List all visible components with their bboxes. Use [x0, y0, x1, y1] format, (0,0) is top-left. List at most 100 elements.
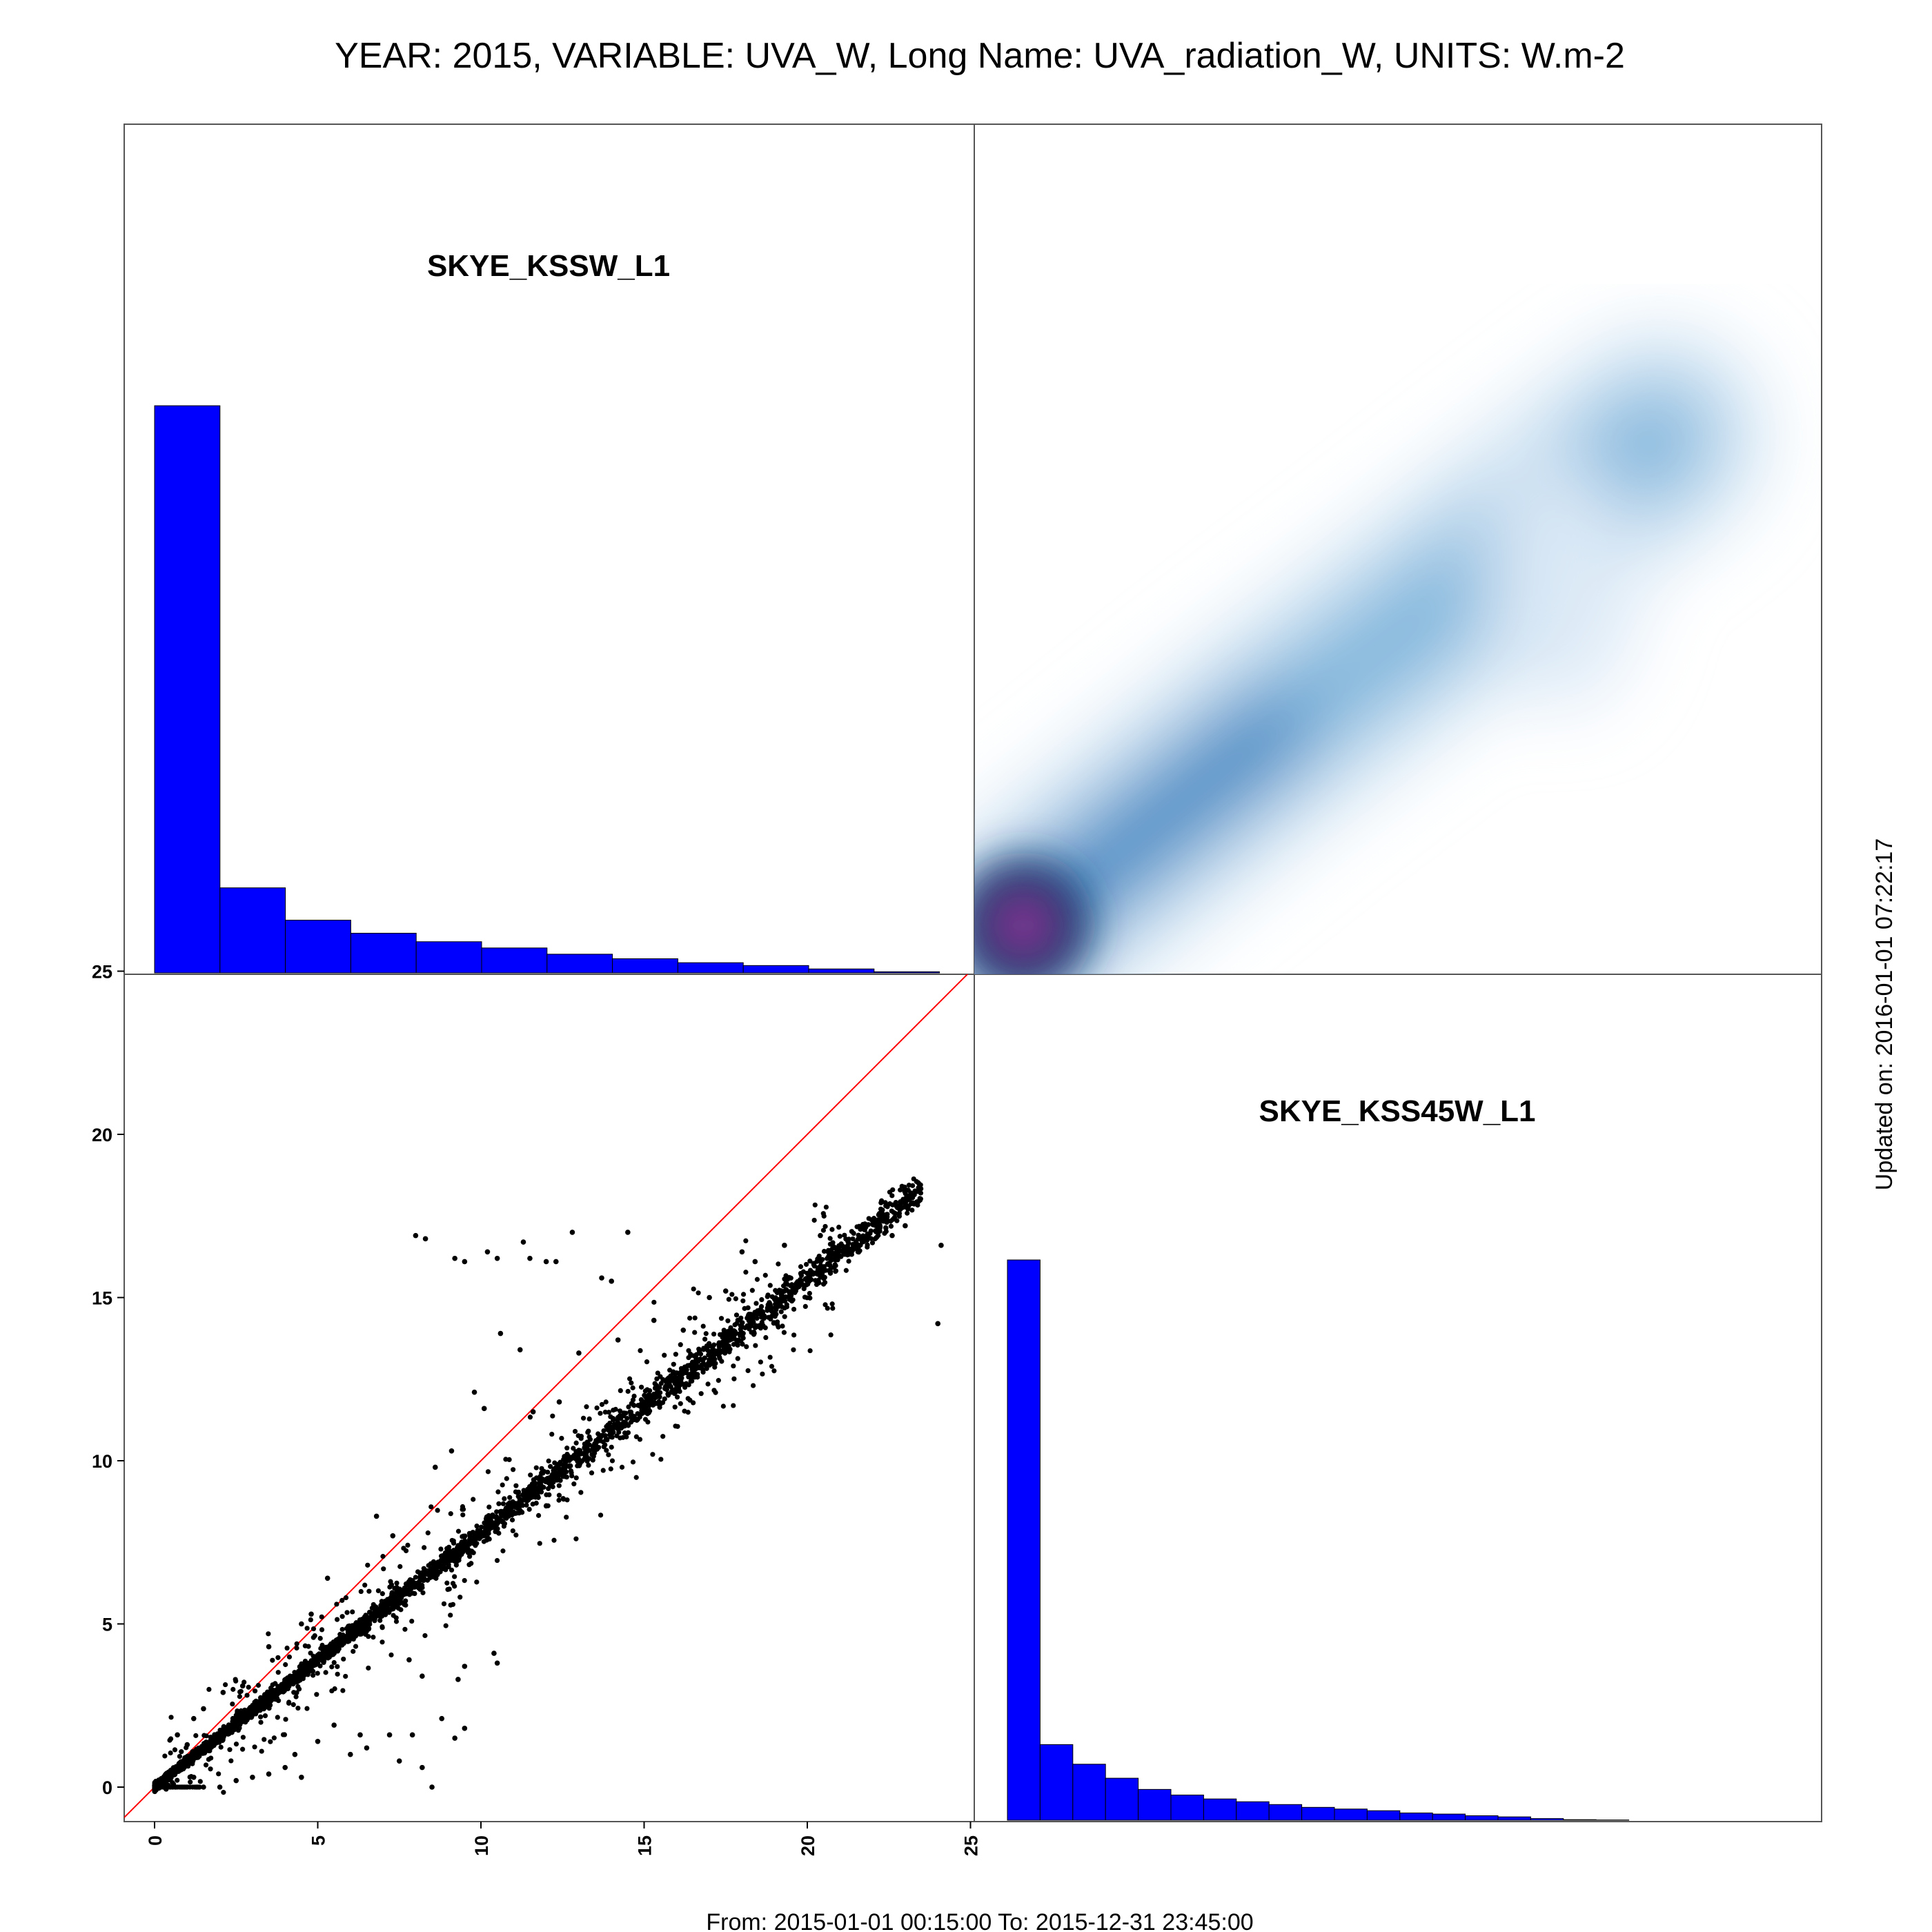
scatter-point	[381, 1566, 386, 1572]
scatter-point	[865, 1242, 870, 1248]
scatter-point	[297, 1664, 302, 1670]
scatter-point	[395, 1600, 400, 1606]
scatter-point	[335, 1617, 340, 1622]
scatter-point	[767, 1283, 773, 1288]
scatter-point	[782, 1314, 787, 1319]
density-heatmap	[974, 332, 1764, 974]
scatter-point	[322, 1651, 328, 1657]
scatter-point	[203, 1762, 209, 1768]
scatter-point	[618, 1388, 623, 1393]
hist-bottom-bar	[1432, 1813, 1466, 1821]
scatter-point	[178, 1762, 184, 1767]
scatter-point	[353, 1622, 359, 1628]
scatter-point	[742, 1325, 748, 1330]
scatter-point	[707, 1357, 712, 1363]
scatter-point	[390, 1600, 395, 1606]
scatter-point	[246, 1684, 251, 1690]
scatter-point	[394, 1580, 400, 1586]
scatter-point	[341, 1641, 346, 1646]
scatter-point	[271, 1735, 277, 1741]
scatter-point	[737, 1317, 743, 1323]
scatter-point	[575, 1433, 581, 1439]
scatter-point	[852, 1241, 858, 1247]
scatter-point	[638, 1397, 644, 1403]
scatter-point	[786, 1289, 792, 1294]
scatter-point	[550, 1484, 555, 1490]
scatter-point	[773, 1288, 778, 1293]
scatter-point	[740, 1292, 747, 1297]
scatter-point	[586, 1462, 591, 1468]
scatter-point	[576, 1463, 582, 1468]
hist-top-bar	[481, 947, 548, 974]
scatter-point	[644, 1359, 650, 1365]
scatter-point	[427, 1575, 433, 1581]
scatter-point	[874, 1219, 880, 1225]
scatter-point	[816, 1255, 822, 1261]
scatter-point	[389, 1591, 395, 1597]
scatter-point	[884, 1219, 889, 1225]
scatter-point	[623, 1420, 629, 1426]
scatter-point	[526, 1497, 531, 1503]
scatter-point	[700, 1323, 706, 1329]
scatter-point	[457, 1595, 463, 1600]
hist-bottom-bar	[1105, 1777, 1139, 1821]
scatter-point	[184, 1754, 190, 1759]
scatter-point	[208, 1739, 214, 1746]
scatter-point	[829, 1227, 835, 1232]
scatter-point	[556, 1497, 562, 1503]
scatter-point	[624, 1416, 630, 1421]
scatter-point	[549, 1431, 555, 1437]
scatter-point	[745, 1305, 751, 1310]
scatter-point	[310, 1673, 316, 1678]
hist-bottom-bar	[1170, 1794, 1204, 1821]
scatter-point	[837, 1234, 842, 1239]
scatter-point	[571, 1481, 577, 1487]
scatter-point	[343, 1673, 348, 1679]
histogram-bottom	[1007, 1259, 1630, 1821]
scatter-point	[672, 1374, 678, 1380]
scatter-point	[319, 1614, 324, 1619]
scatter-outlier	[420, 1673, 425, 1679]
scatter-point	[266, 1697, 271, 1702]
scatter-point	[507, 1500, 513, 1506]
scatter-point	[204, 1733, 209, 1739]
density-lobe	[1486, 458, 1638, 707]
scatter-point	[568, 1463, 573, 1468]
scatter-outlier	[386, 1732, 393, 1738]
scatter-point	[870, 1220, 876, 1225]
scatter-point	[646, 1410, 651, 1416]
scatter-point	[689, 1352, 694, 1359]
scatter-point	[644, 1387, 650, 1392]
scatter-point	[173, 1764, 179, 1769]
scatter-point	[406, 1587, 412, 1593]
scatter-point	[868, 1228, 874, 1234]
scatter-point	[789, 1288, 796, 1294]
scatter-point	[734, 1341, 740, 1347]
scatter-point	[825, 1305, 830, 1311]
scatter-outlier	[266, 1771, 272, 1777]
scatter-point	[524, 1502, 529, 1508]
scatter-point	[673, 1352, 678, 1357]
scatter-point	[221, 1724, 226, 1729]
scatter-point	[671, 1361, 676, 1367]
scatter-point	[317, 1653, 323, 1658]
scatter-point	[555, 1472, 561, 1477]
scatter-point	[331, 1640, 337, 1646]
scatter-point	[683, 1381, 689, 1386]
scatter-point	[168, 1736, 174, 1742]
scatter-point	[583, 1446, 589, 1451]
scatter-point	[599, 1401, 605, 1408]
scatter-outlier	[484, 1249, 491, 1255]
scatter-point	[409, 1618, 415, 1624]
scatter-point	[738, 1323, 743, 1328]
scatter-point	[339, 1614, 345, 1619]
scatter-point	[733, 1337, 739, 1343]
scatter-point	[815, 1267, 820, 1273]
scatter-point	[598, 1410, 603, 1416]
scatter-point	[413, 1575, 418, 1580]
scatter-point	[618, 1426, 624, 1431]
scatter-outlier	[250, 1775, 255, 1780]
scatter-point	[466, 1548, 472, 1553]
scatter-point	[496, 1501, 502, 1506]
y-tick-label: 0	[102, 1777, 112, 1798]
